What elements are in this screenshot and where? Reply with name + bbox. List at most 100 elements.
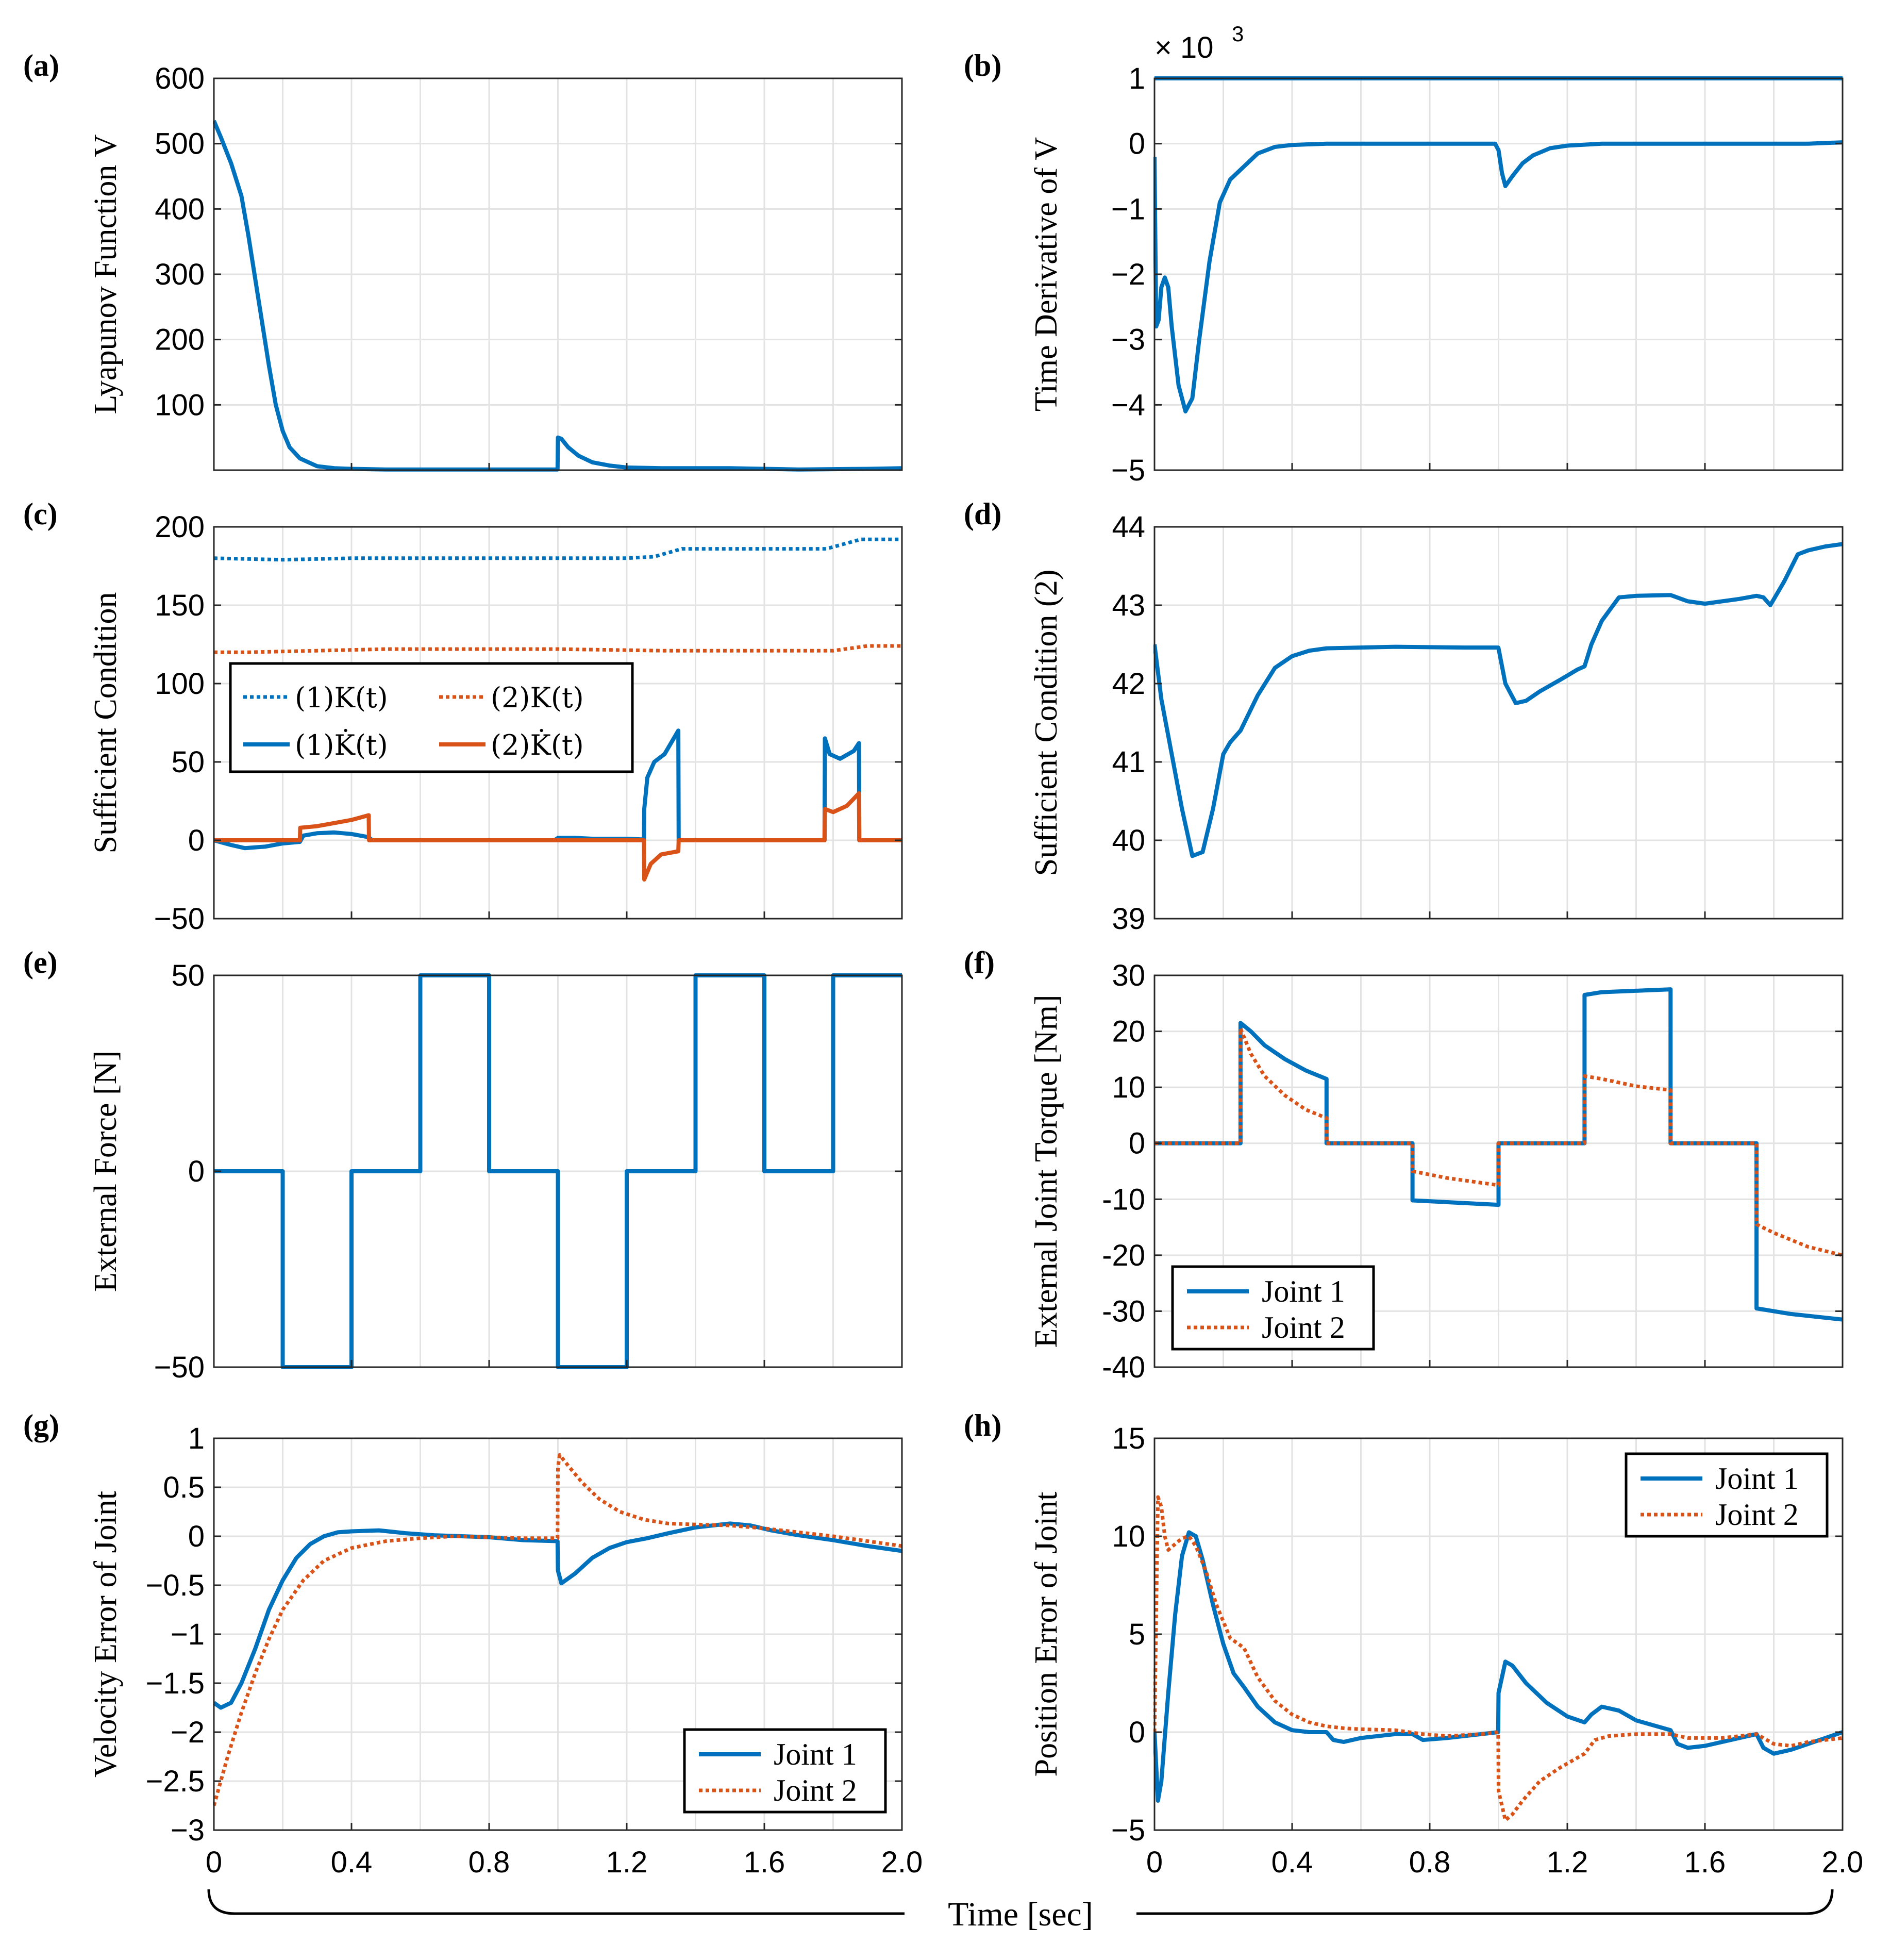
- panel-b: −5 −4 −3 −2 −1 0 1 Time Derivative of V (b) × 10 3: [964, 22, 1844, 487]
- y-tick-label: 50: [171, 745, 205, 779]
- y-axis-label: External Joint Torque [Nm]: [1029, 995, 1064, 1348]
- y-axis-label: Position Error of Joint: [1029, 1492, 1064, 1777]
- x-tick-label: 1.2: [1547, 1846, 1588, 1879]
- y-tick-label: −1.5: [146, 1667, 205, 1700]
- panel-label: (d): [964, 497, 1001, 531]
- y-tick-label: 0: [1129, 1127, 1145, 1160]
- panel-a: 100 200 300 400 500 600 Lyapunov Function V (a): [23, 48, 903, 472]
- series-c-3: [214, 791, 902, 882]
- y-tick-label: -40: [1102, 1351, 1145, 1384]
- y-tick-label: 44: [1112, 510, 1145, 544]
- axes-frame: [213, 526, 903, 920]
- y-axis-label: External Force [N]: [88, 1051, 123, 1292]
- y-tick-label: 0: [188, 1155, 205, 1188]
- x-tick-label: 1.6: [1684, 1846, 1726, 1879]
- series-h-1: [1153, 1495, 1843, 1822]
- y-tick-label: −0.5: [146, 1569, 205, 1602]
- series-g-0: [213, 1521, 902, 1710]
- legend-entry: Joint 2: [774, 1773, 857, 1807]
- legend-entry: (1)K̇(t): [295, 728, 388, 761]
- x-tick-label: 0.8: [468, 1846, 510, 1879]
- y-axis-label: Time Derivative of V: [1029, 137, 1064, 411]
- legend-entry: Joint 1: [1262, 1274, 1345, 1308]
- y-tick-label: −2.5: [146, 1765, 205, 1798]
- y-tick-label: 39: [1112, 902, 1145, 936]
- y-tick-label: 100: [155, 667, 205, 701]
- axis-multiplier-exponent: 3: [1232, 22, 1244, 46]
- y-tick-label: 0.5: [163, 1471, 205, 1504]
- y-tick-label: 100: [155, 388, 205, 422]
- axis-multiplier: × 10: [1154, 31, 1214, 64]
- panel-e: −50 0 50 External Force [N] (e): [23, 945, 903, 1384]
- y-tick-label: 0: [188, 824, 205, 857]
- x-tick-label: 2.0: [881, 1846, 923, 1879]
- series-e-0: [214, 973, 902, 1369]
- y-tick-label: 300: [155, 258, 205, 291]
- x-tick-label: 0.4: [1271, 1846, 1313, 1879]
- legend-entry: Joint 2: [1715, 1498, 1799, 1532]
- x-tick-label: 0.8: [1409, 1846, 1451, 1879]
- y-tick-label: 10: [1112, 1520, 1145, 1553]
- y-tick-label: −1: [171, 1618, 205, 1651]
- series-c-1: [214, 644, 902, 654]
- x-tick-label: 2.0: [1822, 1846, 1864, 1879]
- y-tick-label: 30: [1112, 959, 1145, 992]
- x-tick-label: 1.2: [606, 1846, 648, 1879]
- bracket-right: [1136, 1889, 1834, 1915]
- y-tick-label: −2: [1111, 258, 1145, 291]
- panel-label: (g): [23, 1408, 59, 1442]
- y-tick-label: -20: [1102, 1239, 1145, 1272]
- y-tick-label: 400: [155, 192, 205, 226]
- y-tick-label: 40: [1112, 824, 1145, 857]
- panel-label: (a): [23, 48, 59, 82]
- y-tick-label: 42: [1112, 667, 1145, 701]
- common-xlabel: Time [sec]: [948, 1896, 1093, 1933]
- legend-entry: Joint 1: [1715, 1461, 1799, 1496]
- series-b-0: [1153, 140, 1843, 413]
- legend-box: [229, 662, 634, 773]
- x-tick-label: 1.6: [744, 1846, 785, 1879]
- y-tick-label: 41: [1112, 745, 1145, 779]
- panel-d: 39 40 41 42 43 44 Sufficient Condition (2) (d): [964, 497, 1844, 936]
- y-tick-label: 200: [155, 323, 205, 357]
- y-tick-label: −3: [1111, 323, 1145, 357]
- axes-frame: [1153, 974, 1844, 1368]
- series-g-1: [213, 1453, 902, 1806]
- y-axis-label: Lyapunov Function V: [88, 134, 123, 414]
- x-tick-label: 0.4: [331, 1846, 373, 1879]
- panel-f: -40 -30 -20 -10 0 10 20 30 External Joint Torque…: [964, 945, 1844, 1384]
- panel-label: (b): [964, 48, 1001, 82]
- legend: (1)K(t) (2)K(t) (1)K̇(t) (2)K̇(t): [229, 662, 634, 773]
- y-tick-label: 43: [1112, 589, 1145, 622]
- y-tick-label: 0: [1129, 127, 1145, 161]
- y-tick-label: -30: [1102, 1294, 1145, 1328]
- y-tick-label: −50: [154, 902, 205, 936]
- y-axis-label: Sufficient Condition (2): [1029, 570, 1064, 876]
- y-tick-label: −3: [171, 1814, 205, 1847]
- y-tick-label: −1: [1111, 192, 1145, 226]
- y-axis-label: Sufficient Condition: [88, 592, 123, 854]
- legend-entry: Joint 2: [1262, 1310, 1345, 1344]
- legend-entry: (2)K(t): [491, 682, 584, 714]
- y-tick-label: −5: [1111, 454, 1145, 487]
- y-tick-label: 500: [155, 127, 205, 161]
- panel-label: (f): [964, 945, 995, 979]
- bracket-left: [207, 1889, 905, 1915]
- series-d-0: [1153, 542, 1843, 858]
- y-tick-label: 1: [1129, 62, 1145, 95]
- y-tick-label: −2: [171, 1716, 205, 1749]
- axes-frame: [1153, 526, 1844, 920]
- y-tick-label: 0: [188, 1520, 205, 1553]
- y-tick-label: 600: [155, 62, 205, 95]
- y-tick-label: 10: [1112, 1071, 1145, 1104]
- legend-box: [1171, 1265, 1375, 1351]
- y-tick-label: 20: [1112, 1015, 1145, 1049]
- panel-label: (c): [23, 497, 58, 531]
- y-tick-label: 15: [1112, 1422, 1145, 1455]
- series-c-0: [213, 537, 902, 562]
